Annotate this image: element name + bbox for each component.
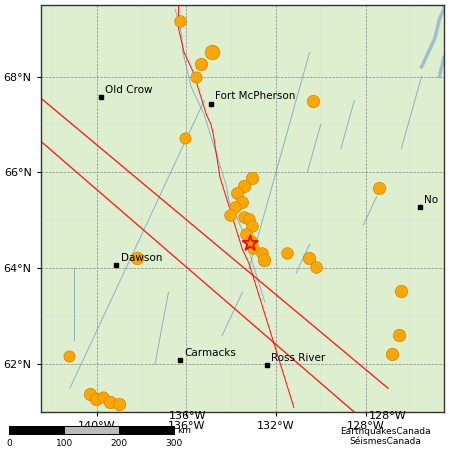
Text: 0: 0 [6, 439, 12, 448]
Text: km: km [177, 425, 191, 435]
Point [133, 254, 140, 262]
Point [246, 240, 254, 247]
Text: No: No [424, 195, 439, 205]
Text: 136°W: 136°W [169, 411, 207, 421]
Text: 128°W: 128°W [368, 411, 406, 421]
Text: Carmacks: Carmacks [184, 348, 236, 358]
Point [309, 98, 317, 105]
Text: 300: 300 [166, 439, 183, 448]
Text: SéismesCanada: SéismesCanada [349, 437, 421, 446]
Point [86, 390, 93, 398]
Point [176, 18, 183, 25]
Point [66, 352, 73, 359]
Point [260, 256, 268, 263]
Point [208, 48, 216, 55]
Point [93, 395, 100, 403]
Point [397, 288, 405, 295]
Text: 200: 200 [111, 439, 128, 448]
Point [249, 223, 256, 230]
Text: Old Crow: Old Crow [105, 85, 152, 95]
Point [241, 182, 248, 190]
Point [182, 134, 189, 142]
Point [259, 249, 266, 256]
Point [388, 350, 395, 357]
Point [231, 203, 239, 211]
Point [106, 398, 113, 405]
Point [238, 198, 246, 206]
Point [247, 237, 255, 244]
Text: EarthquakesCanada: EarthquakesCanada [340, 427, 430, 436]
Text: 100: 100 [56, 439, 73, 448]
Point [243, 230, 250, 237]
Point [234, 189, 241, 196]
Text: Ross River: Ross River [270, 353, 325, 363]
Point [198, 60, 205, 67]
Point [193, 74, 200, 81]
Point [99, 393, 106, 400]
Point [305, 254, 313, 262]
Point [312, 264, 319, 271]
Point [395, 331, 402, 338]
Point [283, 249, 290, 256]
Point [375, 184, 382, 191]
Point [249, 174, 256, 182]
Point [241, 213, 248, 220]
Point [245, 216, 252, 223]
Text: Dawson: Dawson [120, 253, 162, 263]
Point [115, 400, 122, 407]
Point [250, 245, 257, 252]
Text: Fort McPherson: Fort McPherson [216, 92, 296, 102]
Point [226, 211, 234, 218]
